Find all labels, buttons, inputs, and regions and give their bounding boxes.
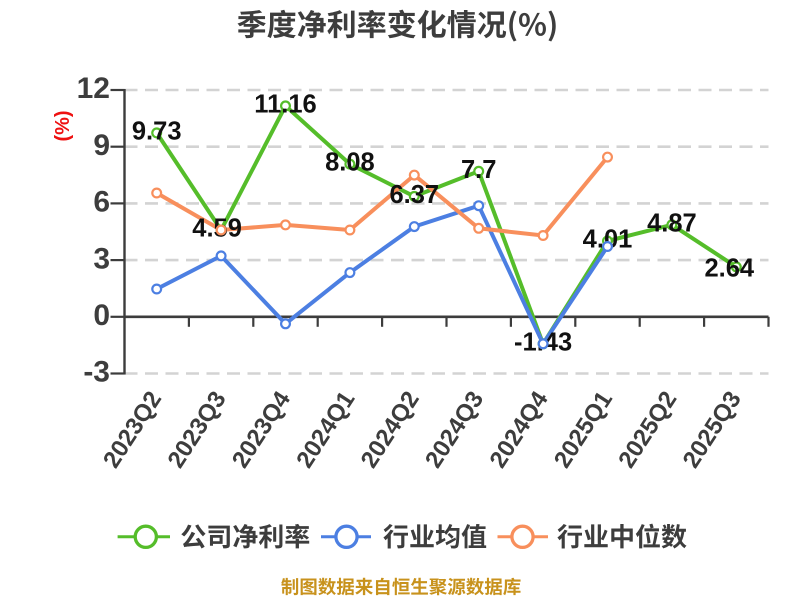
svg-text:8.08: 8.08: [325, 149, 375, 177]
svg-text:4.87: 4.87: [647, 209, 697, 237]
svg-text:11.16: 11.16: [254, 91, 316, 119]
svg-text:2.64: 2.64: [704, 255, 754, 283]
svg-text:3: 3: [93, 242, 110, 275]
svg-text:-3: -3: [83, 356, 110, 389]
svg-text:(%): (%): [52, 110, 74, 141]
svg-text:6.37: 6.37: [389, 181, 439, 209]
svg-text:6: 6: [93, 186, 110, 219]
svg-text:12: 12: [77, 72, 110, 105]
svg-text:7.7: 7.7: [461, 156, 496, 184]
svg-text:0: 0: [93, 299, 110, 332]
svg-text:9.73: 9.73: [132, 118, 182, 146]
svg-text:9: 9: [93, 129, 110, 162]
